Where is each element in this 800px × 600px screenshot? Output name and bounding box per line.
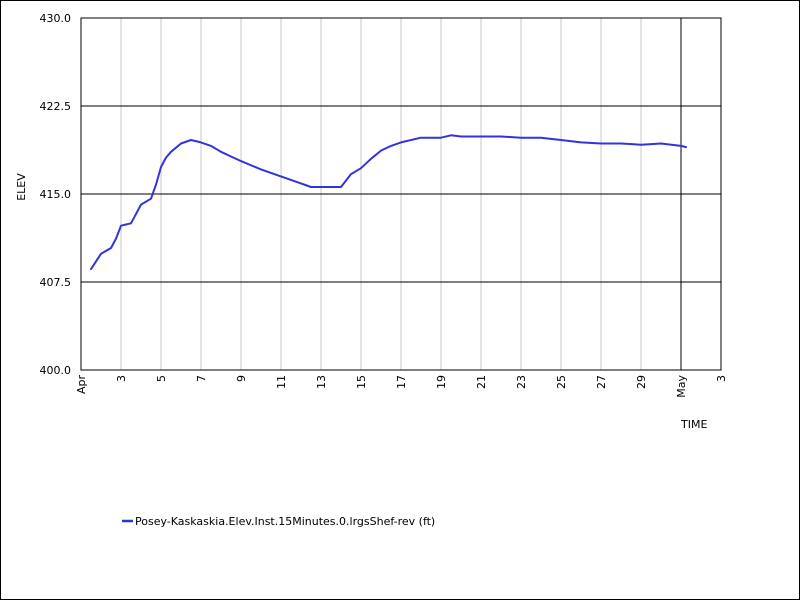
x-tick-label: 3 <box>115 375 128 382</box>
legend-label: Posey-Kaskaskia.Elev.Inst.15Minutes.0.lr… <box>135 515 435 528</box>
y-axis-label: ELEV <box>15 173 28 201</box>
x-tick-label: 27 <box>595 375 608 389</box>
x-tick-label: 25 <box>555 375 568 389</box>
y-tick-label: 430.0 <box>40 12 72 25</box>
y-tick-label: 407.5 <box>40 276 72 289</box>
x-tick-label: 29 <box>635 375 648 389</box>
x-tick-label: 7 <box>195 375 208 382</box>
x-tick-label: 5 <box>155 375 168 382</box>
x-tick-label: 19 <box>435 375 448 389</box>
x-tick-label: Apr <box>75 375 88 395</box>
plot-area-border <box>80 17 722 371</box>
y-tick-label: 400.0 <box>40 364 72 377</box>
x-tick-label: 15 <box>355 375 368 389</box>
x-tick-label: 21 <box>475 375 488 389</box>
x-tick-label: May <box>675 375 688 398</box>
y-tick-label: 415.0 <box>40 188 72 201</box>
legend: Posey-Kaskaskia.Elev.Inst.15Minutes.0.lr… <box>122 515 435 528</box>
y-tick-labels: 400.0 407.5 415.0 422.5 430.0 <box>40 12 72 377</box>
x-tick-label: 9 <box>235 375 248 382</box>
x-tick-label: 3 <box>715 375 728 382</box>
x-tick-labels: Apr 3 5 7 9 11 13 15 17 19 21 23 25 27 29 May 3 <box>75 375 728 398</box>
horizontal-gridlines <box>81 105 721 283</box>
series-line <box>90 134 687 271</box>
x-tick-label: 17 <box>395 375 408 389</box>
x-axis-label: TIME <box>680 418 707 431</box>
y-tick-label: 422.5 <box>40 100 72 113</box>
x-tick-label: 23 <box>515 375 528 389</box>
x-tick-label: 13 <box>315 375 328 389</box>
x-tick-label: 11 <box>275 375 288 389</box>
series-layer <box>90 134 687 271</box>
